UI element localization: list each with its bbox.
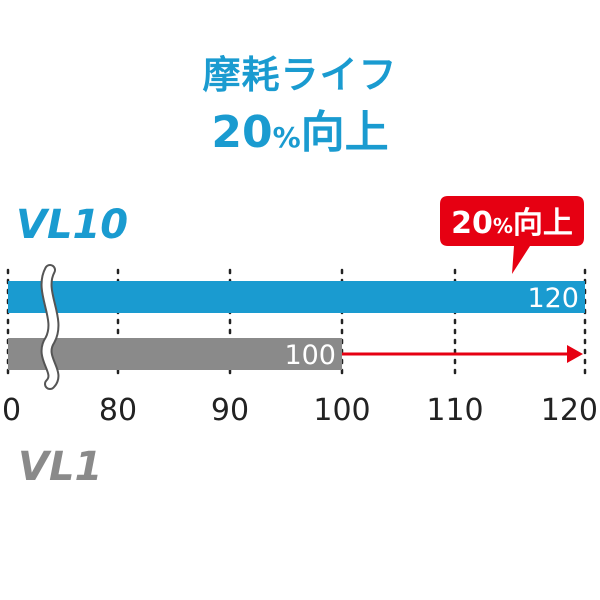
x-tick-label-2: 90	[211, 393, 249, 428]
series-label-vl1: VL1	[18, 444, 102, 490]
x-tick-label-3: 100	[313, 393, 370, 428]
axis-break-gap	[42, 266, 58, 388]
x-tick-label-0: 0	[2, 393, 21, 428]
bar-value-label-vl1: 100	[284, 340, 336, 371]
callout-percent: %	[493, 214, 513, 238]
improvement-arrow-head	[567, 345, 583, 363]
callout-value: 20	[451, 206, 493, 241]
subtitle-value: 20	[211, 107, 273, 158]
bar-value-label-vl10: 120	[527, 283, 579, 314]
bars: 120 100	[8, 281, 585, 371]
annotation: 20%向上	[342, 196, 584, 363]
x-tick-label-4: 110	[426, 393, 483, 428]
callout-box	[440, 196, 584, 274]
series-label-vl10: VL10	[16, 202, 128, 248]
x-tick-labels: 0 80 90 100 110 120	[2, 393, 598, 428]
series-labels: VL10 VL1	[16, 202, 128, 490]
subtitle-percent: %	[272, 121, 301, 154]
x-tick-label-1: 80	[99, 393, 137, 428]
callout-word: 向上	[513, 206, 573, 241]
bar-vl10	[8, 281, 585, 313]
chart-title: 摩耗ライフ	[202, 53, 398, 97]
x-tick-label-5: 120	[541, 393, 598, 428]
bar-vl1	[8, 338, 342, 370]
subtitle-text: 向上	[300, 107, 389, 158]
chart-subtitle: 20%向上	[0, 96, 600, 160]
callout-text: 20%向上	[451, 206, 573, 241]
axis-break	[40, 264, 60, 390]
